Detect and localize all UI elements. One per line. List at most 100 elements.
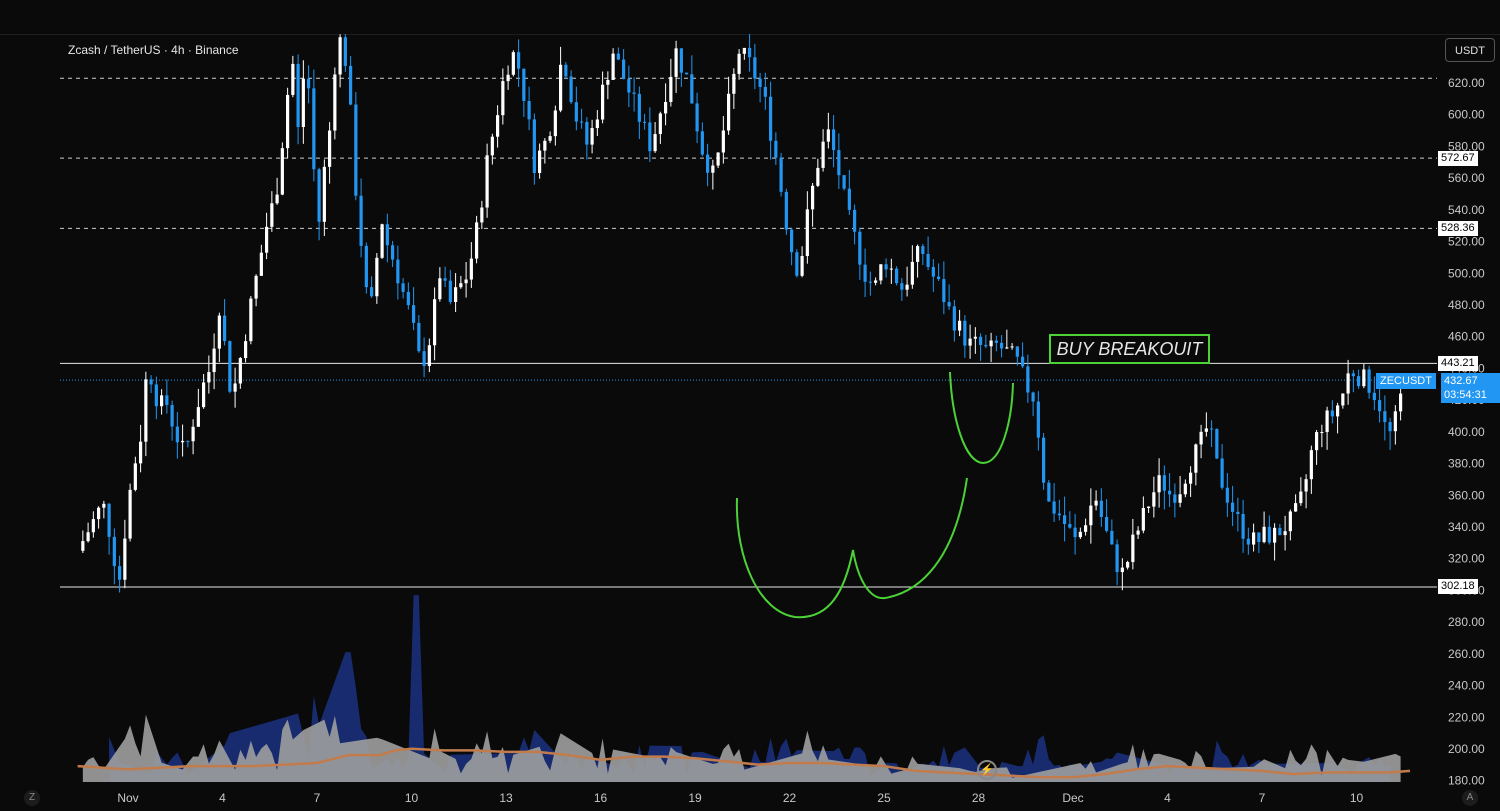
pattern-drawing	[735, 371, 1014, 619]
candle-body	[217, 315, 221, 349]
z-logo-icon[interactable]: Z	[24, 790, 40, 806]
buy-breakout-label[interactable]: BUY BREAKOUIT	[1049, 334, 1210, 364]
candle-body	[1152, 492, 1156, 507]
candle-body	[643, 121, 647, 123]
candle-body	[233, 383, 237, 392]
y-tick-label: 600.00	[1448, 108, 1485, 122]
candle-body	[664, 101, 668, 114]
currency-button[interactable]: USDT	[1445, 38, 1495, 62]
candle-body	[674, 48, 678, 77]
candle-body	[527, 100, 531, 120]
candle-body	[1068, 523, 1072, 528]
y-tick-label: 320.00	[1448, 552, 1485, 566]
candle-body	[616, 53, 620, 60]
candle-body	[842, 175, 846, 189]
candle-body	[380, 224, 384, 258]
candle-body	[669, 76, 673, 102]
candle-body	[742, 47, 746, 54]
candle-body	[1042, 437, 1046, 483]
candle-body	[296, 63, 300, 128]
candle-body	[732, 73, 736, 94]
candle-body	[1330, 410, 1334, 417]
candle-body	[548, 136, 552, 141]
candle-body	[769, 96, 773, 141]
candle-body	[511, 52, 515, 75]
x-tick-label: 10	[405, 791, 419, 805]
candle-body	[1309, 450, 1313, 480]
current-price-tag: 432.67 03:54:31	[1441, 373, 1500, 403]
candle-body	[1378, 400, 1382, 412]
current-price-value: 432.67	[1444, 375, 1478, 387]
candle-body	[758, 78, 762, 87]
candle-body	[118, 566, 122, 580]
candle-body	[559, 64, 563, 111]
candle-body	[1063, 515, 1067, 524]
candle-body	[123, 538, 127, 580]
candle-body	[265, 226, 269, 253]
candle-body	[1021, 356, 1025, 367]
candle-body	[81, 541, 85, 551]
candle-body	[1073, 527, 1077, 538]
candle-body	[1110, 530, 1114, 545]
candle-body	[632, 92, 636, 94]
candle-body	[937, 276, 941, 280]
candle-body	[196, 407, 200, 427]
candle-body	[1252, 532, 1256, 545]
candle-body	[406, 291, 410, 306]
candle-body	[459, 283, 463, 288]
candle-body	[685, 72, 689, 75]
candle-body	[853, 209, 857, 232]
level-tag-528: 528.36	[1438, 221, 1478, 236]
bolt-icon[interactable]: ⚡	[977, 760, 997, 780]
candle-body	[427, 345, 431, 367]
candle-body	[1199, 431, 1203, 445]
candle-body	[564, 64, 568, 77]
candle-body	[1372, 392, 1376, 401]
candle-body	[144, 379, 148, 442]
candle-body	[1220, 458, 1224, 488]
candle-body	[863, 264, 867, 282]
candle-body	[795, 252, 799, 276]
auto-scale-icon[interactable]: A	[1462, 790, 1478, 806]
candle-body	[170, 405, 174, 427]
candle-body	[422, 351, 426, 367]
y-tick-label: 560.00	[1448, 171, 1485, 185]
candle-body	[711, 165, 715, 173]
y-tick-label: 380.00	[1448, 457, 1485, 471]
candle-body	[133, 463, 137, 490]
candle-body	[889, 268, 893, 270]
x-tick-label: 7	[1259, 791, 1266, 805]
candle-body	[102, 503, 106, 508]
candle-body	[763, 86, 767, 97]
candle-body	[580, 121, 584, 123]
candle-body	[454, 287, 458, 303]
volume-up-area	[82, 714, 1401, 782]
candle-body	[748, 47, 752, 58]
candle-body	[753, 57, 757, 79]
candle-body	[1084, 525, 1088, 532]
candle-body	[590, 128, 594, 145]
candle-body	[1388, 422, 1392, 432]
candle-body	[1010, 346, 1014, 348]
candle-body	[821, 141, 825, 168]
candle-body	[1099, 500, 1103, 517]
y-tick-label: 360.00	[1448, 488, 1485, 502]
candle-body	[469, 258, 473, 280]
candle-body	[884, 264, 888, 270]
candle-body	[1215, 428, 1219, 459]
candle-body	[868, 281, 872, 283]
symbol-tag: ZECUSDT	[1376, 373, 1436, 389]
candle-body	[249, 298, 253, 342]
candle-body	[532, 119, 536, 173]
level-tag-572: 572.67	[1438, 151, 1478, 166]
x-tick-label: 7	[314, 791, 321, 805]
y-tick-label: 540.00	[1448, 203, 1485, 217]
candle-body	[191, 426, 195, 442]
candle-body	[1283, 531, 1287, 536]
candle-body	[244, 341, 248, 359]
candle-body	[1047, 482, 1051, 502]
y-tick-label: 260.00	[1448, 647, 1485, 661]
candle-body	[506, 74, 510, 82]
x-tick-label: 16	[594, 791, 608, 805]
